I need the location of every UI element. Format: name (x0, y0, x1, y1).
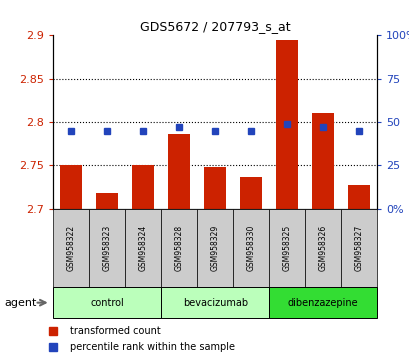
Text: GSM958324: GSM958324 (138, 225, 147, 271)
Bar (53, 209, 89, 287)
Text: agent: agent (4, 298, 36, 308)
Text: control: control (90, 298, 124, 308)
Bar (161, 209, 197, 287)
Text: GSM958330: GSM958330 (246, 224, 255, 271)
Bar (89, 209, 125, 287)
Bar (276, 40, 297, 209)
Bar (204, 167, 225, 209)
Bar (233, 209, 269, 287)
Bar (269, 209, 304, 287)
Text: bevacizumab: bevacizumab (182, 298, 247, 308)
Bar (340, 209, 376, 287)
Bar (304, 209, 340, 287)
Bar (61, 166, 82, 209)
Text: GSM958327: GSM958327 (354, 225, 363, 271)
Bar (132, 166, 154, 209)
Bar (161, 287, 269, 318)
Text: GSM958328: GSM958328 (174, 225, 183, 271)
Text: transformed count: transformed count (70, 326, 160, 336)
Text: percentile rank within the sample: percentile rank within the sample (70, 342, 234, 352)
Bar (348, 185, 369, 209)
Bar (312, 114, 333, 209)
Text: dibenzazepine: dibenzazepine (287, 298, 357, 308)
Text: GSM958326: GSM958326 (318, 225, 327, 271)
Title: GDS5672 / 207793_s_at: GDS5672 / 207793_s_at (139, 20, 290, 33)
Text: GSM958322: GSM958322 (67, 225, 76, 271)
Text: GSM958329: GSM958329 (210, 225, 219, 271)
Bar (125, 209, 161, 287)
Bar (96, 193, 118, 209)
Bar (168, 134, 190, 209)
Text: GSM958325: GSM958325 (282, 225, 291, 271)
Bar (240, 177, 261, 209)
Text: GSM958323: GSM958323 (103, 225, 112, 271)
Bar (197, 209, 233, 287)
Bar (269, 287, 376, 318)
Bar (53, 287, 161, 318)
